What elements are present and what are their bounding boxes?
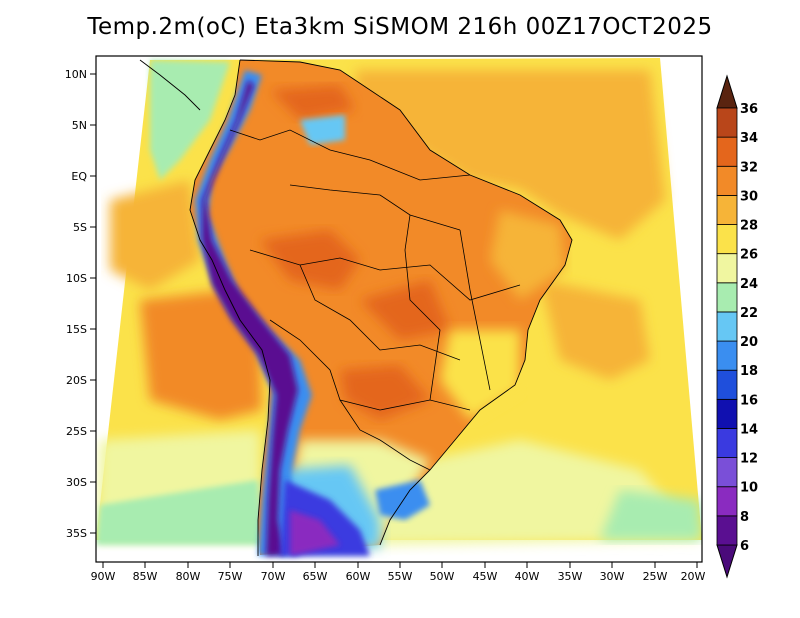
colorbar-band [716, 194, 738, 225]
lon-tick-label: 85W [133, 570, 158, 583]
colorbar-label: 16 [740, 393, 758, 408]
colorbar-label: 34 [740, 131, 758, 146]
colorbar-band [716, 136, 738, 167]
lon-tick-label: 65W [303, 570, 328, 583]
lon-tick-label: 30W [600, 570, 625, 583]
lat-tick-label: 25S [66, 425, 87, 438]
lat-tick-label: 15S [66, 323, 87, 336]
colorbar-low-arrow [716, 544, 738, 579]
colorbar-label: 12 [740, 452, 758, 467]
lon-tick-label: 25W [643, 570, 668, 583]
pacific-warm-ocean [140, 290, 262, 420]
colorbar-label: 14 [740, 422, 758, 437]
colorbar-label: 30 [740, 189, 758, 204]
colorbar: 6 8 10 12 14 16 18 20 22 24 26 28 30 32 34 36 [716, 74, 758, 579]
colorbar-label: 36 [740, 102, 758, 117]
lon-tick-label: 70W [261, 570, 286, 583]
lat-tick-label: EQ [71, 170, 87, 183]
pacific-warm-ocean-north [110, 180, 200, 290]
lon-tick-label: 20W [681, 570, 706, 583]
colorbar-label: 20 [740, 335, 758, 350]
lon-tick-label: 45W [473, 570, 498, 583]
venezuela-hot [270, 85, 355, 120]
pacific-cool-coast [96, 480, 262, 545]
colorbar-band [716, 398, 738, 429]
lon-tick-label: 35W [558, 570, 583, 583]
northeast-brazil-warm [490, 210, 565, 300]
guiana-highlands-cool [300, 115, 345, 145]
andes-south-colder [290, 510, 340, 556]
atlantic-warm-ocean-south [540, 280, 650, 380]
lat-tick-label: 5N [72, 119, 87, 132]
lat-tick-label: 10S [66, 272, 87, 285]
colorbar-band [716, 428, 738, 459]
lon-tick-label: 60W [346, 570, 371, 583]
colorbar-band [716, 107, 738, 138]
colorbar-label: 22 [740, 306, 758, 321]
latitude-axis: 10N 5N EQ 5S 10S 15S 20S 25S 30S 35S [65, 68, 96, 540]
colorbar-label: 10 [740, 481, 758, 496]
colorbar-band [716, 457, 738, 488]
lat-tick-label: 30S [66, 476, 87, 489]
map-title: Temp.2m(oC) Eta3km SiSMOM 216h 00Z17OCT2… [87, 14, 713, 40]
temperature-field [96, 56, 702, 562]
colorbar-band [716, 369, 738, 400]
colorbar-label: 8 [740, 510, 749, 525]
lat-tick-label: 5S [73, 221, 87, 234]
uruguay-cool [375, 480, 430, 520]
longitude-axis: 90W 85W 80W 75W 70W 65W 60W 55W 50W 45W … [91, 562, 706, 583]
colorbar-label: 32 [740, 160, 758, 175]
andes-core [202, 80, 298, 556]
southeast-brazil-mild [440, 330, 520, 420]
colorbar-high-arrow [716, 74, 738, 109]
south-atlantic-cooler [600, 490, 702, 540]
lat-tick-label: 35S [66, 527, 87, 540]
lon-tick-label: 90W [91, 570, 116, 583]
colorbar-label: 18 [740, 364, 758, 379]
colorbar-label: 28 [740, 219, 758, 234]
lon-tick-label: 75W [218, 570, 243, 583]
colorbar-label: 26 [740, 248, 758, 263]
colorbar-label: 24 [740, 277, 758, 292]
colorbar-band [716, 340, 738, 371]
colorbar-band [716, 486, 738, 517]
lat-tick-label: 10N [65, 68, 87, 81]
atlantic-warm-ocean [355, 70, 665, 240]
lon-tick-label: 55W [388, 570, 413, 583]
coastline [139, 59, 573, 556]
lon-tick-label: 50W [430, 570, 455, 583]
colorbar-band [716, 311, 738, 342]
plot-frame [95, 55, 703, 563]
lon-tick-label: 40W [515, 570, 540, 583]
colorbar-band [716, 282, 738, 313]
country-borders [229, 129, 521, 471]
central-brazil-hot [360, 280, 450, 340]
colorbar-label: 6 [740, 539, 749, 554]
lon-tick-label: 80W [176, 570, 201, 583]
colorbar-band [716, 165, 738, 196]
amazon-hot [260, 230, 360, 290]
colorbar-band [716, 224, 738, 255]
pacific-cool-band [150, 60, 230, 180]
lat-tick-label: 20S [66, 374, 87, 387]
chaco-hot [340, 365, 430, 420]
colorbar-band [716, 253, 738, 284]
colorbar-band [716, 515, 738, 546]
